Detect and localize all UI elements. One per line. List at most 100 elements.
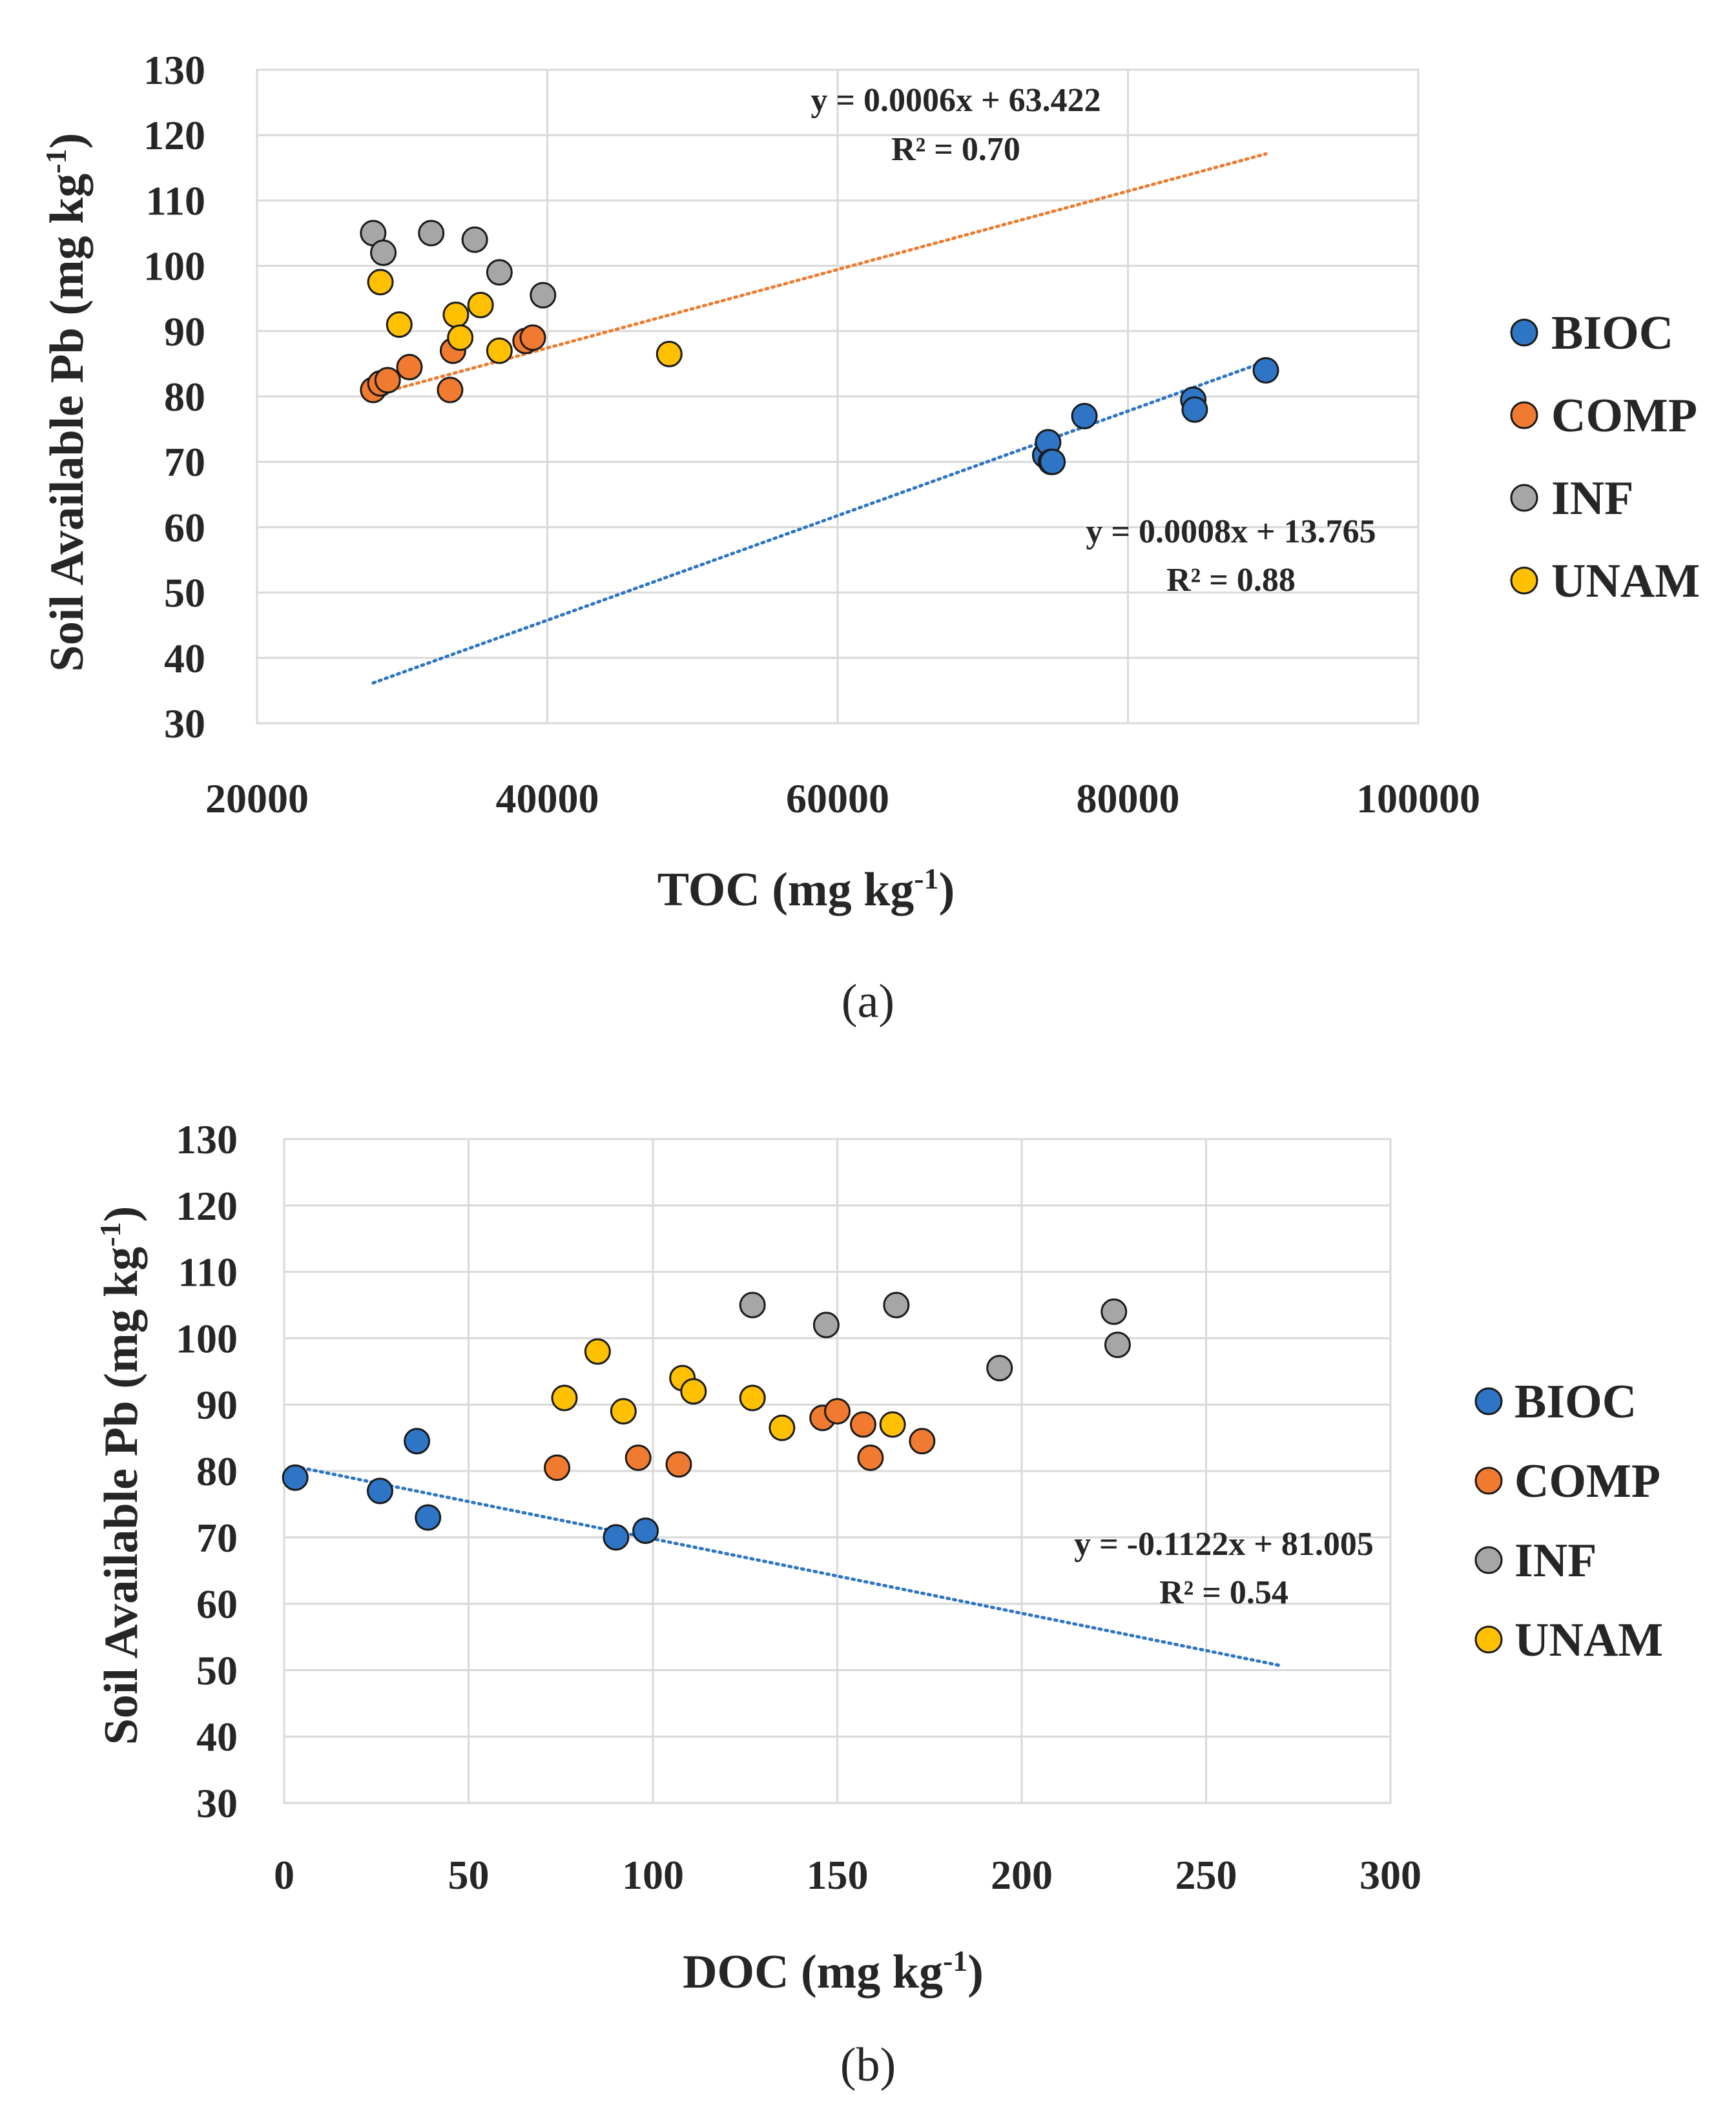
legend-label-inf: INF [1551,472,1633,525]
data-point-inf [986,1355,1013,1382]
y-tick-label: 30 [196,1780,238,1826]
x-tick-labels-b: 0 50 100 150 200 250 300 [274,1852,1421,1898]
y-tick-label: 100 [176,1315,238,1361]
trendline-r2-comp-a: R² = 0.70 [891,131,1020,168]
gridlines-a [256,68,1420,725]
y-tick-label: 50 [196,1647,238,1693]
data-point-inf [370,239,397,266]
data-point-comp [824,1397,851,1425]
x-tick-label: 40000 [496,776,599,821]
data-point-unam [739,1384,766,1412]
data-point-comp [544,1454,571,1481]
data-point-unam [467,291,494,318]
data-point-comp [909,1428,936,1455]
trendline-equation-bioc-b: y = -0.1122x + 81.005 [1074,1526,1374,1563]
trendline-equation-bioc-a: y = 0.0008x + 13.765 [1086,513,1376,550]
trendlines-b [293,1465,1282,1667]
data-point-unam [879,1411,906,1438]
x-tick-label: 300 [1359,1852,1421,1898]
x-tick-label: 80000 [1077,776,1180,821]
data-points-a [360,220,1279,475]
data-point-inf [883,1291,910,1319]
legend-label-comp: COMP [1514,1455,1660,1508]
x-axis-title-b: DOC (mg kg-1) [683,1944,984,1999]
trendline-bioc [371,360,1268,685]
gridlines-b [283,1138,1392,1804]
y-tick-label: 70 [164,439,205,485]
legend-marker-comp [1510,401,1538,429]
y-tick-label: 90 [196,1382,238,1428]
y-tick-label: 90 [164,309,205,355]
data-point-unam [386,311,413,338]
legend-label-unam: UNAM [1514,1614,1663,1667]
data-point-comp [857,1444,884,1471]
x-tick-label: 60000 [786,776,889,821]
x-tick-label: 20000 [205,776,309,821]
data-point-bioc [1039,448,1066,475]
y-tick-label: 40 [164,635,205,681]
data-points-b [282,1291,1131,1551]
chart-panel-b: 30 40 50 60 70 80 90 100 110 120 130 0 50 100 150 200 2… [94,1116,1663,2092]
y-tick-labels-b: 30 40 50 60 70 80 90 100 110 120 130 [176,1116,238,1826]
y-tick-labels-a: 30 40 50 60 70 80 90 100 110 120 130 [143,47,205,746]
x-tick-label: 50 [448,1852,490,1898]
data-point-unam [442,302,470,328]
data-point-bioc [603,1524,630,1551]
data-point-bioc [366,1477,393,1505]
data-point-comp [519,324,546,351]
y-tick-label: 120 [143,112,205,158]
trendline-bioc [293,1465,1282,1667]
panel-label-b: (b) [840,2039,896,2092]
x-tick-label: 150 [807,1852,869,1898]
y-tick-label: 50 [164,570,205,616]
data-point-unam [551,1384,578,1412]
legend-a: BIOC COMP INF UNAM [1510,307,1700,608]
data-point-unam [680,1378,707,1405]
data-point-bioc [404,1428,431,1455]
data-point-bioc [415,1504,442,1531]
data-point-comp [374,367,401,394]
x-tick-label: 250 [1175,1852,1237,1898]
y-tick-label: 110 [146,178,205,223]
data-point-comp [437,376,464,404]
legend-marker-bioc [1474,1387,1503,1415]
y-tick-label: 30 [164,701,205,746]
data-point-bioc [1181,396,1208,423]
data-point-inf [486,259,513,286]
x-axis-title-a: TOC (mg kg-1) [657,862,955,916]
data-point-comp [849,1411,876,1438]
data-point-comp [665,1451,692,1478]
legend-marker-unam [1474,1625,1503,1654]
x-tick-label: 100000 [1356,776,1480,821]
x-tick-label: 200 [991,1852,1053,1898]
data-point-comp [625,1444,652,1471]
trendline-r2-bioc-a: R² = 0.88 [1166,562,1296,599]
trendlines-a [371,152,1268,685]
legend-marker-comp [1474,1466,1503,1495]
y-axis-title-b: Soil Available Pb (mg kg-1) [94,1206,148,1745]
y-tick-label: 110 [178,1250,238,1295]
data-point-inf [739,1291,766,1319]
panel-label-a: (a) [842,975,894,1028]
y-tick-label: 130 [176,1116,238,1162]
data-point-inf [812,1312,840,1339]
trendline-equation-comp-a: y = 0.0006x + 63.422 [811,82,1100,119]
trendline-r2-bioc-b: R² = 0.54 [1159,1574,1288,1611]
data-point-unam [447,324,474,351]
data-point-inf [530,282,557,309]
y-tick-label: 80 [196,1448,238,1494]
data-point-inf [418,220,445,247]
data-point-inf [461,226,488,253]
legend-marker-unam [1510,566,1538,595]
y-tick-label: 60 [196,1581,238,1627]
data-point-unam [656,340,683,367]
data-point-inf [1104,1332,1131,1359]
data-point-bioc [632,1517,659,1545]
legend-label-comp: COMP [1551,389,1697,442]
legend-label-bioc: BIOC [1514,1375,1637,1428]
y-tick-label: 100 [143,243,205,289]
y-tick-label: 80 [164,374,205,420]
data-point-unam [610,1397,637,1425]
y-axis-title-a: Soil Available Pb (mg kg-1) [39,133,94,672]
